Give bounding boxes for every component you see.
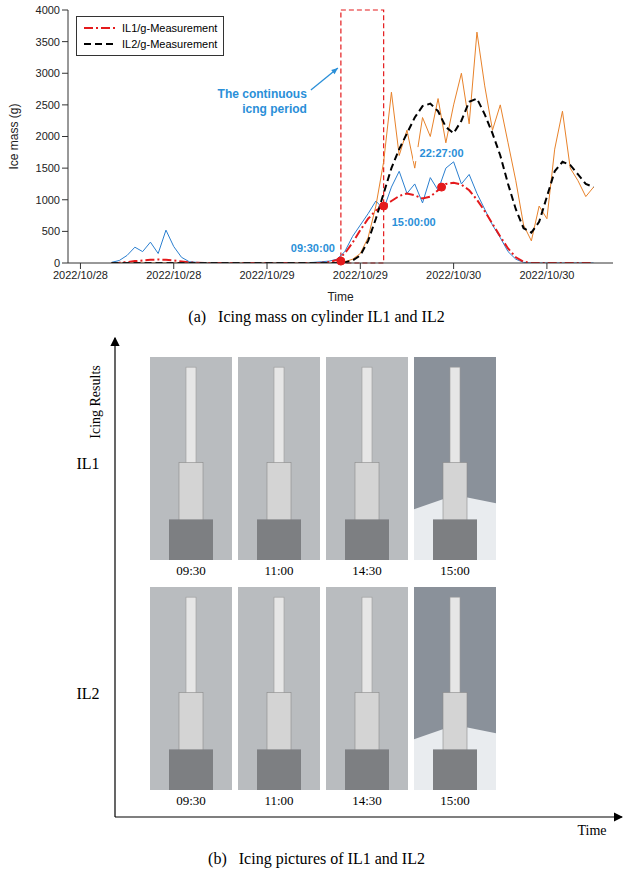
svg-text:0: 0 <box>54 257 60 269</box>
html-text:IL1/g-Measurement: IL1/g-Measurement <box>122 22 218 34</box>
svg-text:15:00: 15:00 <box>440 563 470 578</box>
svg-text:09:30: 09:30 <box>176 793 206 808</box>
html-text:(a) Icing mass on cylinder IL1: (a) Icing mass on cylinder IL1 and IL2 <box>188 308 445 325</box>
svg-text:2000: 2000 <box>36 130 60 142</box>
svg-text:icng period: icng period <box>242 102 307 116</box>
svg-text:Time: Time <box>577 823 606 838</box>
svg-text:2022/10/29: 2022/10/29 <box>333 269 388 281</box>
svg-text:1500: 1500 <box>36 162 60 174</box>
svg-text:2022/10/29: 2022/10/29 <box>239 269 294 281</box>
svg-text:2022/10/28: 2022/10/28 <box>146 269 201 281</box>
svg-text:2022/10/30: 2022/10/30 <box>519 269 574 281</box>
svg-text:11:00: 11:00 <box>264 563 293 578</box>
svg-text:09:30:00: 09:30:00 <box>291 242 335 254</box>
html-text:IL2/g-Measurement: IL2/g-Measurement <box>122 38 218 50</box>
svg-text:1000: 1000 <box>36 194 60 206</box>
svg-text:Ice mass (g): Ice mass (g) <box>7 103 21 169</box>
svg-text:3000: 3000 <box>36 67 60 79</box>
svg-text:Time: Time <box>327 290 354 304</box>
svg-text:4000: 4000 <box>36 4 60 16</box>
svg-text:The continuous: The continuous <box>218 87 308 101</box>
svg-text:2500: 2500 <box>36 99 60 111</box>
svg-text:11:00: 11:00 <box>264 793 293 808</box>
svg-text:14:30: 14:30 <box>352 793 382 808</box>
html-text:(b) Icing pictures of IL1 and: (b) Icing pictures of IL1 and IL2 <box>208 850 425 867</box>
svg-text:15:00:00: 15:00:00 <box>392 216 436 228</box>
svg-text:IL2: IL2 <box>76 685 99 702</box>
svg-text:500: 500 <box>42 225 60 237</box>
svg-text:3500: 3500 <box>36 36 60 48</box>
svg-text:2022/10/28: 2022/10/28 <box>53 269 108 281</box>
svg-text:Icing Results: Icing Results <box>88 365 103 439</box>
svg-text:2022/10/30: 2022/10/30 <box>426 269 481 281</box>
svg-text:15:00: 15:00 <box>440 793 470 808</box>
svg-text:22:27:00: 22:27:00 <box>420 147 464 159</box>
svg-text:IL1: IL1 <box>76 455 99 472</box>
svg-text:14:30: 14:30 <box>352 563 382 578</box>
svg-text:09:30: 09:30 <box>176 563 206 578</box>
